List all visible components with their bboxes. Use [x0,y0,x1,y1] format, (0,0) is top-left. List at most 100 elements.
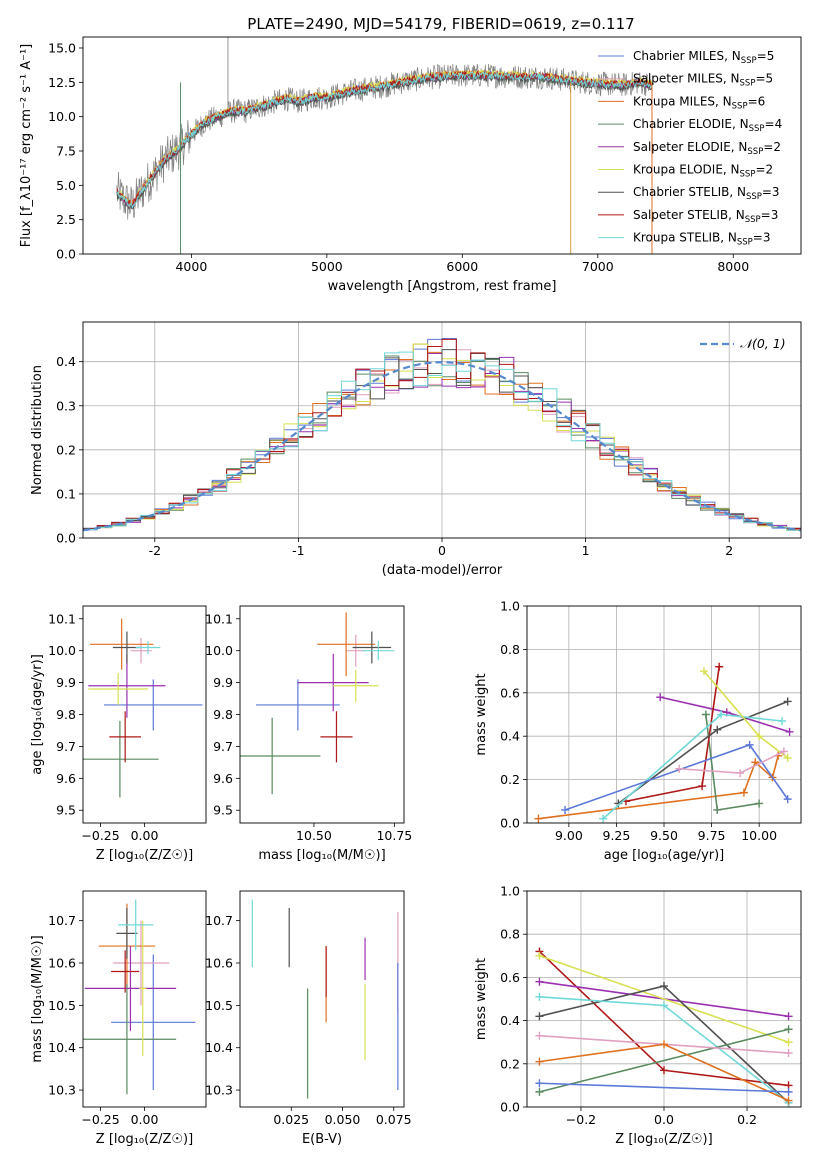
weight_vs_age-point-marker [701,710,710,719]
age_vs_z-errorbar [104,679,203,731]
weight_vs_z-ytick-label: 0.4 [500,1013,520,1028]
spectrum-ytick-label: 5.0 [56,178,76,193]
age_vs_z-errorbar [88,653,166,718]
spectrum-ytick-label: 12.5 [48,75,76,90]
weight_vs_age-point-marker [779,747,788,756]
residuals-xtick-label: 0 [438,543,446,558]
weight_vs_age-point-marker [783,795,792,804]
age_vs_z-errorbar [90,618,154,670]
weight_vs_z-panel: −0.2 0.0 0.2 0.0 0.2 0.4 0.6 0.8 1.0 Z [log₁₀(Z/Z… [474,884,802,1147]
weight_vs_z-xlabel: Z [log₁₀(Z/Z☉)] [615,1132,712,1147]
weight_vs_age-point-marker [713,725,722,734]
weight_vs_age-point-marker [739,788,748,797]
weight_vs_z-point-marker [535,977,544,986]
age_vs_z-panel: −0.25 0.00 9.5 9.6 9.7 9.8 9.9 10.0 10.1 Z [log₁₀… [30,605,207,863]
spectrum-xtick-label: 8000 [717,259,749,274]
age_vs_mass-ytick-label: 9.9 [213,675,233,690]
residuals-panel: -2 -1 0 1 2 0.0 0.1 0.2 0.3 0.4 (data-model)/error… [30,321,802,578]
residuals-gauss-curve [83,361,801,532]
mass_vs_ebv-frame [239,890,405,1108]
age_vs_z-ytick-label: 9.7 [56,739,76,754]
weight_vs_age-point-marker [656,693,665,702]
residuals-xtick-label: -1 [292,543,304,558]
weight_vs_age-ytick-label: 0.4 [500,729,520,744]
spectrum-legend-label: Kroupa STELIB, NSSP=3 [633,231,771,248]
mass_vs_z-ytick-label: 10.4 [48,1040,76,1055]
age_vs_z-ytick-label: 9.8 [56,707,76,722]
weight_vs_age-point-marker [745,740,754,749]
age_vs_mass-errorbar [320,711,353,763]
residuals-ytick-label: 0.4 [56,354,76,369]
age_vs_mass-ytick-label: 9.7 [213,739,233,754]
mass_vs_ebv-plot-area [251,899,399,1099]
weight_vs_age-point-marker [755,799,764,808]
weight_vs_z-point-marker [535,1012,544,1021]
mass_vs_z-ytick-label: 10.7 [48,913,76,928]
age_vs_mass-frame [239,605,405,824]
weight_vs_z-point-marker [784,1087,793,1096]
spectrum-legend: Chabrier MILES, NSSP=5 Salpeter MILES, NS… [598,49,782,248]
mass_vs_ebv-xlabel: E(B-V) [302,1132,342,1147]
weight_vs_z-point-marker [535,1087,544,1096]
weight_vs_z-point-marker [535,1057,544,1066]
weight_vs_z-point-marker [784,1049,793,1057]
age_vs_mass-xtick-label: 10.75 [376,828,412,843]
mass_vs_z-errorbar [139,920,147,1057]
age_vs_mass-errorbar [333,669,379,702]
weight_vs_z-point-marker [660,1040,668,1049]
spectrum-legend-label: Salpeter STELIB, NSSP=3 [633,208,778,225]
age_vs_z-ytick-label: 9.9 [56,675,76,690]
weight_vs_z-point-marker [660,1066,668,1075]
weight_vs_age-ytick-label: 0.0 [500,816,520,831]
weight_vs_age-point-marker [736,769,745,778]
spectrum-xtick-label: 5000 [311,259,343,274]
weight_vs_z-ytick-label: 0.2 [500,1056,520,1071]
weight_vs_z-point-marker [660,982,668,991]
mass_vs_z-errorbar [118,899,154,951]
mass_vs_z-xtick-label: −0.25 [81,1112,119,1127]
weight_vs_age-point-marker [715,662,724,671]
age_vs_mass-xtick-label: 10.50 [296,828,332,843]
mass_vs_ebv-ytick-label: 10.5 [205,998,233,1013]
spectrum-ytick-label: 10.0 [48,109,76,124]
age_vs_mass-ytick-label: 9.8 [213,707,233,722]
spectrum-model-line [116,71,653,209]
mass_vs_ebv-xtick-label: 0.025 [273,1112,309,1127]
residuals-ytick-label: 0.1 [56,486,76,501]
mass_vs_z-ytick-label: 10.3 [48,1083,76,1098]
weight_vs_age-ytick-label: 0.8 [500,642,520,657]
age_vs_mass-ytick-label: 10.0 [205,643,233,658]
figure-title: PLATE=2490, MJD=54179, FIBERID=0619, z=0… [247,15,634,33]
spectrum-legend-label: Chabrier ELODIE, NSSP=4 [633,117,782,134]
weight_vs_z-series-line [539,1028,789,1093]
age_vs_z-ylabel: age [log₁₀(age/yr)] [30,654,45,775]
weight_vs_z-point-marker [535,1031,544,1040]
age_vs_z-xtick-label: 0.00 [131,828,159,843]
weight_vs_age-point-marker [783,753,792,762]
weight_vs_z-ytick-label: 0.8 [500,927,520,942]
residuals-ytick-label: 0.0 [56,531,76,546]
weight_vs_z-xtick-label: −0.2 [566,1112,596,1127]
weight_vs_age-panel: 9.00 9.25 9.50 9.75 10.00 0.0 0.2 0.4 0.6 0.8 1.0 a… [474,599,802,863]
age_vs_z-errorbar [109,711,141,763]
mass_vs_z-xlabel: Z [log₁₀(Z/Z☉)] [96,1132,193,1147]
residuals-ylabel: Normed distribution [30,365,45,495]
weight_vs_age-xtick-label: 9.25 [603,828,631,843]
weight_vs_z-plot-area [527,891,801,1107]
residuals-legend-label: 𝒩(0, 1) [740,336,786,351]
weight_vs_z-ytick-label: 1.0 [500,884,520,899]
plots-layer: 4000 5000 6000 7000 80000.02.55.07.510.012.5… [19,36,802,1147]
spectrum-ytick-label: 2.5 [56,212,76,227]
weight_vs_age-point-marker [561,805,570,814]
residuals-ytick-label: 0.3 [56,398,76,413]
age_vs_z-ytick-label: 10.0 [48,643,76,658]
weight_vs_z-point-marker [784,1012,793,1021]
spectrum-xtick-label: 7000 [582,259,614,274]
age_vs_mass-plot-area [240,612,395,795]
spectrum-legend-label: Kroupa ELODIE, NSSP=2 [633,163,773,180]
weight_vs_age-point-marker [777,717,786,726]
weight_vs_age-point-marker [755,732,764,741]
age_vs_z-xtick-label: −0.25 [81,828,119,843]
weight_vs_age-point-marker [534,814,543,823]
weight_vs_age-frame [526,605,802,824]
